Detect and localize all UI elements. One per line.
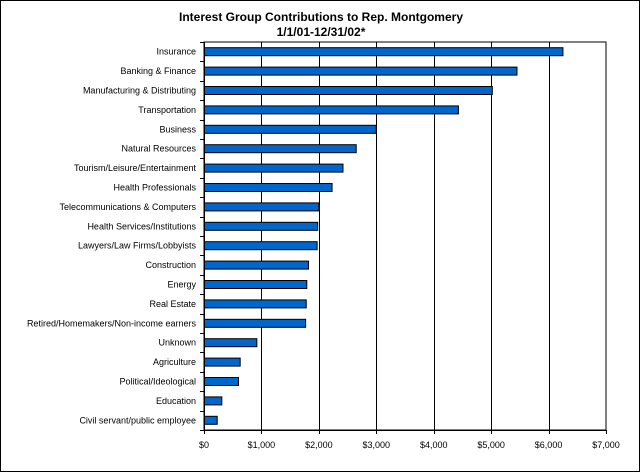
bar xyxy=(203,86,493,95)
bar xyxy=(203,241,318,251)
bar xyxy=(203,357,241,367)
bar xyxy=(203,318,307,328)
bar xyxy=(203,280,308,289)
category-label: Insurance xyxy=(156,47,196,57)
category-label: Banking & Finance xyxy=(120,66,196,76)
category-label: Natural Resources xyxy=(121,144,196,154)
bar xyxy=(203,144,357,154)
x-tick-label: $7,000 xyxy=(592,440,620,450)
x-tick-label: $4,000 xyxy=(420,440,448,450)
category-label: Tourism/Leisure/Entertainment xyxy=(74,163,197,173)
chart-subtitle: 1/1/01-12/31/02* xyxy=(276,25,366,39)
x-tick-label: $1,000 xyxy=(248,440,276,450)
bar xyxy=(203,47,564,57)
bar xyxy=(203,338,258,348)
bar xyxy=(203,377,239,386)
bar xyxy=(203,299,307,309)
x-tick-label: $2,000 xyxy=(305,440,333,450)
category-label: Real Estate xyxy=(149,299,196,309)
chart-title: Interest Group Contributions to Rep. Mon… xyxy=(179,10,463,24)
category-label: Transportation xyxy=(138,105,196,115)
x-tick-label: $5,000 xyxy=(477,440,505,450)
category-label: Manufacturing & Distributing xyxy=(83,86,196,96)
category-label: Civil servant/public employee xyxy=(79,415,196,425)
category-label: Unknown xyxy=(158,338,196,348)
category-label: Lawyers/Law Firms/Lobbyists xyxy=(78,241,197,251)
category-label: Health Professionals xyxy=(113,183,196,193)
bar xyxy=(203,163,344,173)
category-label: Agriculture xyxy=(153,357,196,367)
plot-area xyxy=(203,41,607,431)
bar xyxy=(203,221,319,231)
category-label: Construction xyxy=(145,260,196,270)
x-tick-label: $0 xyxy=(199,440,209,450)
bar xyxy=(203,105,459,115)
category-label: Political/Ideological xyxy=(119,377,196,387)
category-label: Telecommunications & Computers xyxy=(59,202,196,212)
bar xyxy=(203,415,218,425)
category-label: Health Services/Institutions xyxy=(87,221,196,231)
x-tick-label: $3,000 xyxy=(363,440,391,450)
category-label: Energy xyxy=(167,280,196,290)
bar xyxy=(203,66,518,76)
bar xyxy=(203,202,320,212)
category-label: Education xyxy=(156,396,196,406)
chart-title-block: Interest Group Contributions to Rep. Mon… xyxy=(1,10,640,40)
bar xyxy=(203,183,333,192)
bar xyxy=(203,260,310,270)
bar xyxy=(203,124,377,134)
bar xyxy=(203,396,223,406)
category-label: Business xyxy=(159,124,196,134)
category-label: Retired/Homemakers/Non-income earners xyxy=(27,318,197,328)
x-tick-label: $6,000 xyxy=(535,440,563,450)
